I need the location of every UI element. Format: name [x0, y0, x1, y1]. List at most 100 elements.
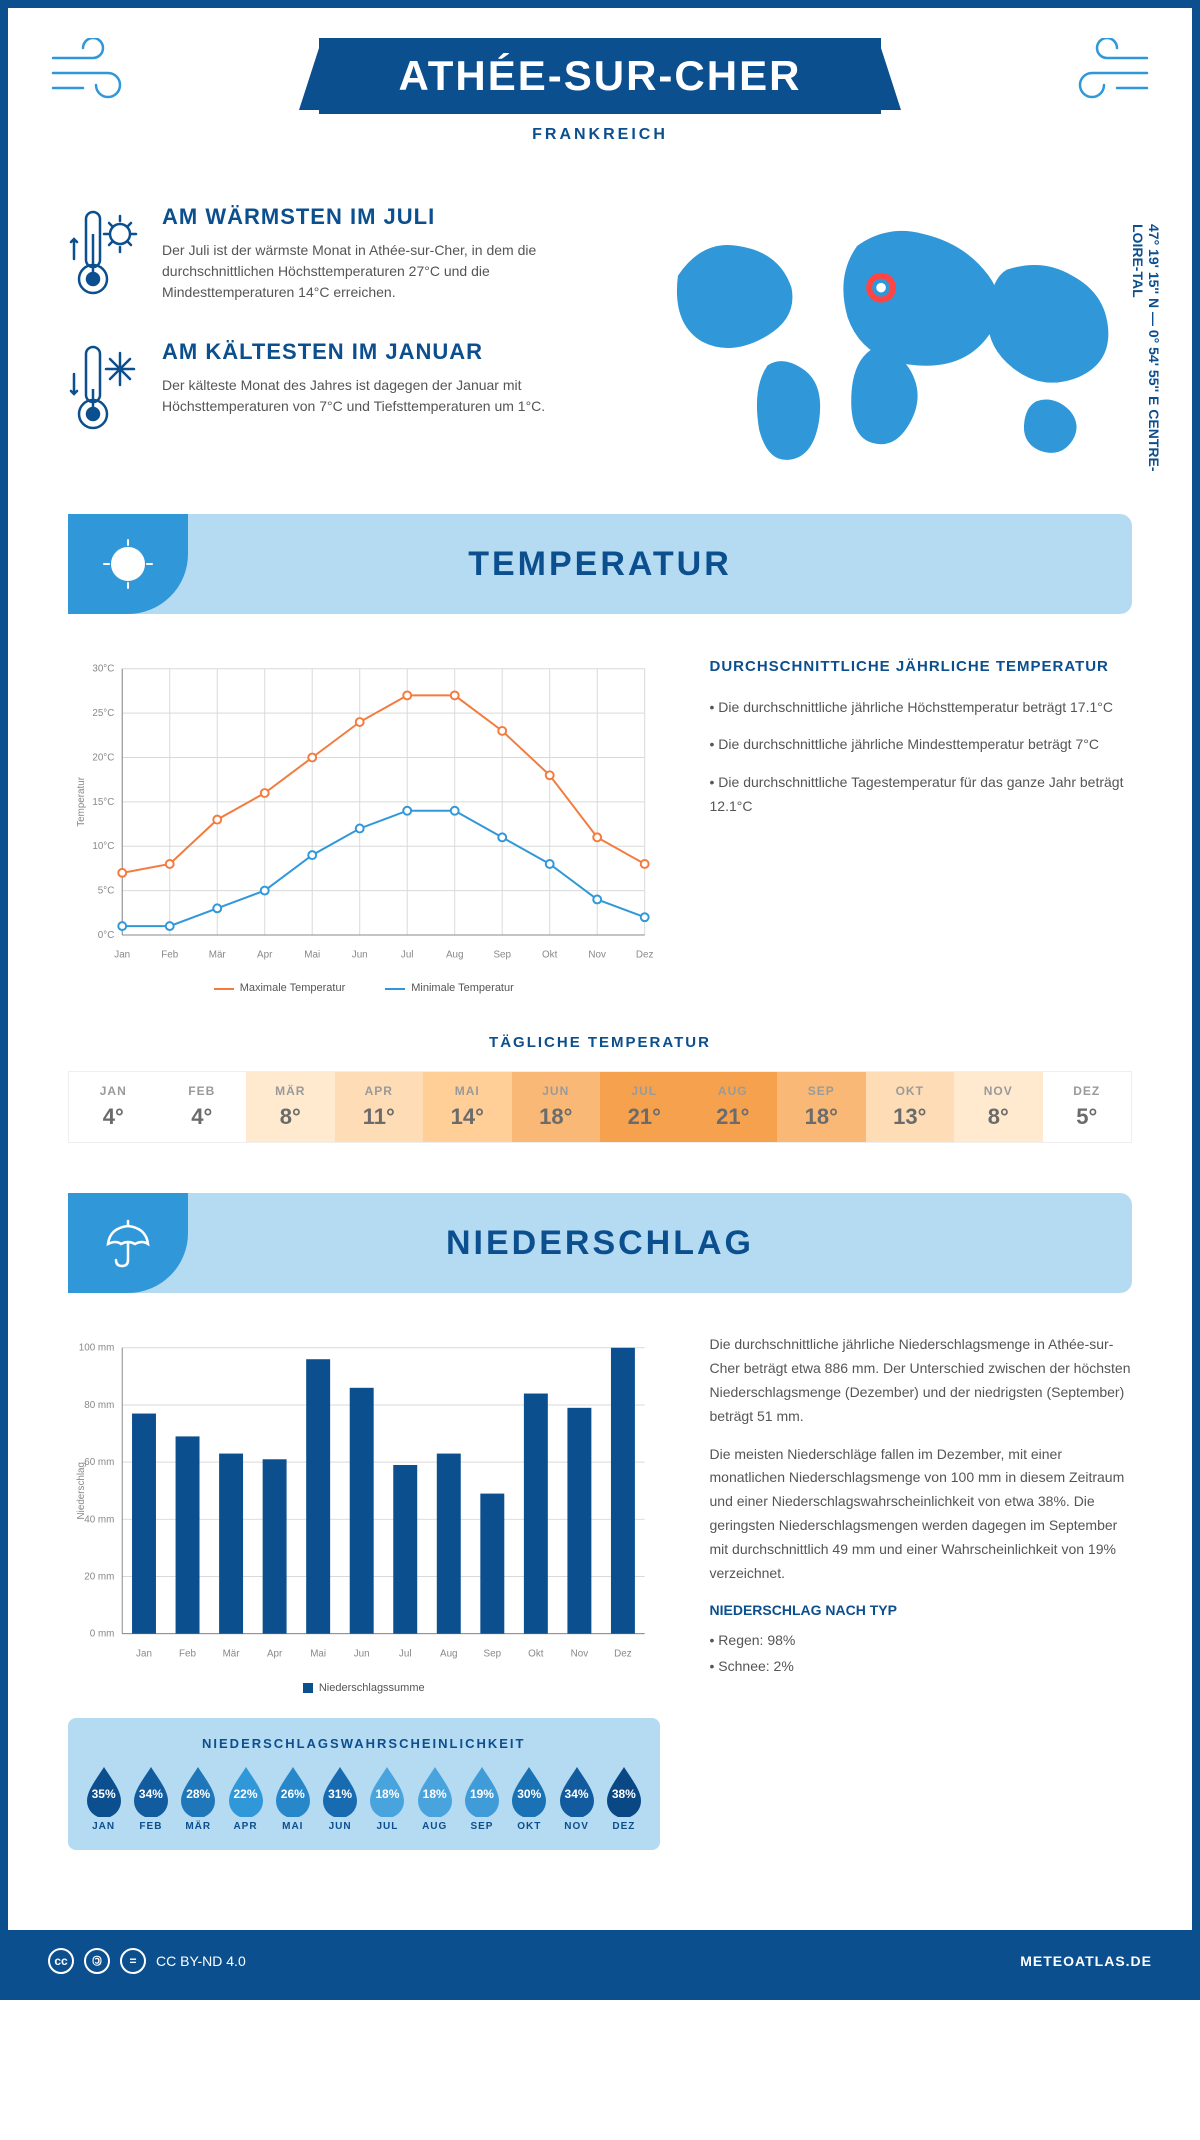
svg-text:Jan: Jan: [114, 950, 130, 961]
svg-text:Apr: Apr: [267, 1649, 283, 1660]
avg-temp-title: DURCHSCHNITTLICHE JÄHRLICHE TEMPERATUR: [710, 654, 1133, 680]
coldest-text: Der kälteste Monat des Jahres ist dagege…: [162, 375, 594, 417]
svg-text:Okt: Okt: [542, 950, 558, 961]
header: ATHÉE-SUR-CHER FRANKREICH: [8, 8, 1192, 164]
temperature-legend: Maximale Temperatur Minimale Temperatur: [68, 982, 660, 994]
svg-text:Feb: Feb: [161, 950, 178, 961]
svg-text:25°C: 25°C: [92, 708, 114, 719]
svg-text:30°C: 30°C: [92, 664, 114, 675]
precipitation-text: Die durchschnittliche jährliche Niedersc…: [710, 1333, 1133, 1849]
svg-text:Mär: Mär: [223, 1649, 241, 1660]
svg-text:0 mm: 0 mm: [90, 1629, 115, 1640]
svg-text:Jun: Jun: [352, 950, 368, 961]
svg-text:80 mm: 80 mm: [84, 1400, 114, 1411]
temperature-chart: 0°C5°C10°C15°C20°C25°C30°CJanFebMärAprMa…: [68, 654, 660, 994]
svg-text:10°C: 10°C: [92, 841, 114, 852]
coldest-title: AM KÄLTESTEN IM JANUAR: [162, 339, 594, 365]
wind-icon: [48, 38, 138, 113]
nd-icon: =: [120, 1948, 146, 1974]
warmest-title: AM WÄRMSTEN IM JULI: [162, 204, 594, 230]
license: cc 🄯 = CC BY-ND 4.0: [48, 1948, 246, 1974]
daily-cell: JAN 4°: [69, 1072, 158, 1142]
daily-cell: NOV 8°: [954, 1072, 1043, 1142]
svg-text:Sep: Sep: [493, 950, 511, 961]
svg-text:40 mm: 40 mm: [84, 1515, 114, 1526]
svg-text:100 mm: 100 mm: [79, 1343, 115, 1354]
precip-p1: Die durchschnittliche jährliche Niedersc…: [710, 1333, 1133, 1428]
world-map: 47° 19' 15'' N — 0° 54' 55'' E CENTRE-LO…: [654, 204, 1132, 474]
daily-cell: JUN 18°: [512, 1072, 601, 1142]
prob-item: 22% APR: [224, 1765, 267, 1832]
daily-cell: OKT 13°: [866, 1072, 955, 1142]
prob-item: 18% AUG: [413, 1765, 456, 1832]
wind-icon: [1062, 38, 1152, 113]
avg-temp-p1: • Die durchschnittliche jährliche Höchst…: [710, 696, 1133, 720]
prob-item: 34% FEB: [129, 1765, 172, 1832]
precip-rain: • Regen: 98%: [710, 1629, 1133, 1653]
site-label: METEOATLAS.DE: [1020, 1953, 1152, 1969]
by-icon: 🄯: [84, 1948, 110, 1974]
section-temperature-title: TEMPERATUR: [468, 545, 732, 584]
prob-item: 26% MAI: [271, 1765, 314, 1832]
svg-text:Mär: Mär: [209, 950, 227, 961]
prob-item: 38% DEZ: [602, 1765, 645, 1832]
page-subtitle: FRANKREICH: [8, 126, 1192, 144]
prob-item: 19% SEP: [460, 1765, 503, 1832]
precip-probability-box: NIEDERSCHLAGSWAHRSCHEINLICHKEIT 35% JAN …: [68, 1718, 660, 1850]
precip-type-title: NIEDERSCHLAG NACH TYP: [710, 1599, 1133, 1623]
legend-min: Minimale Temperatur: [411, 982, 514, 994]
svg-text:Temperatur: Temperatur: [76, 776, 87, 827]
page-title: ATHÉE-SUR-CHER: [319, 38, 882, 114]
svg-text:Apr: Apr: [257, 950, 273, 961]
prob-item: 35% JAN: [82, 1765, 125, 1832]
svg-text:15°C: 15°C: [92, 797, 114, 808]
svg-text:20°C: 20°C: [92, 752, 114, 763]
daily-cell: FEB 4°: [158, 1072, 247, 1142]
svg-text:Aug: Aug: [440, 1649, 458, 1660]
infographic: ATHÉE-SUR-CHER FRANKREICH AM WÄRMSTEN IM…: [0, 0, 1200, 2000]
cc-icon: cc: [48, 1948, 74, 1974]
thermometer-hot-icon: [68, 204, 138, 309]
prob-item: 30% OKT: [508, 1765, 551, 1832]
daily-cell: JUL 21°: [600, 1072, 689, 1142]
daily-cell: MAI 14°: [423, 1072, 512, 1142]
daily-cell: MÄR 8°: [246, 1072, 335, 1142]
svg-text:Dez: Dez: [614, 1649, 632, 1660]
svg-text:Jul: Jul: [401, 950, 414, 961]
svg-text:Nov: Nov: [588, 950, 606, 961]
svg-text:Mai: Mai: [304, 950, 320, 961]
svg-text:Sep: Sep: [484, 1649, 502, 1660]
svg-text:0°C: 0°C: [98, 930, 115, 941]
svg-text:Aug: Aug: [446, 950, 464, 961]
section-precip-title: NIEDERSCHLAG: [446, 1224, 754, 1263]
daily-cell: AUG 21°: [689, 1072, 778, 1142]
license-text: CC BY-ND 4.0: [156, 1953, 246, 1969]
prob-item: 31% JUN: [318, 1765, 361, 1832]
umbrella-icon: [68, 1193, 188, 1293]
precip-p2: Die meisten Niederschläge fallen im Deze…: [710, 1443, 1133, 1586]
svg-text:Jul: Jul: [399, 1649, 412, 1660]
intro-section: AM WÄRMSTEN IM JULI Der Juli ist der wär…: [68, 204, 1132, 474]
prob-item: 18% JUL: [366, 1765, 409, 1832]
daily-temp-table: JAN 4° FEB 4° MÄR 8° APR 11° MAI 14° JUN…: [68, 1071, 1132, 1143]
avg-temp-p3: • Die durchschnittliche Tagestemperatur …: [710, 771, 1133, 819]
svg-text:Okt: Okt: [528, 1649, 544, 1660]
svg-text:Nov: Nov: [571, 1649, 589, 1660]
prob-item: 34% NOV: [555, 1765, 598, 1832]
svg-text:Jan: Jan: [136, 1649, 152, 1660]
temperature-averages: DURCHSCHNITTLICHE JÄHRLICHE TEMPERATUR •…: [710, 654, 1133, 994]
svg-text:60 mm: 60 mm: [84, 1458, 114, 1469]
warmest-fact: AM WÄRMSTEN IM JULI Der Juli ist der wär…: [68, 204, 594, 309]
daily-cell: APR 11°: [335, 1072, 424, 1142]
daily-cell: DEZ 5°: [1043, 1072, 1132, 1142]
section-precip-banner: NIEDERSCHLAG: [68, 1193, 1132, 1293]
footer: cc 🄯 = CC BY-ND 4.0 METEOATLAS.DE: [8, 1930, 1192, 1992]
legend-max: Maximale Temperatur: [240, 982, 346, 994]
precipitation-chart: 0 mm20 mm40 mm60 mm80 mm100 mmJanFebMärA…: [68, 1333, 660, 1849]
prob-item: 28% MÄR: [177, 1765, 220, 1832]
svg-text:Jun: Jun: [354, 1649, 370, 1660]
coldest-fact: AM KÄLTESTEN IM JANUAR Der kälteste Mona…: [68, 339, 594, 444]
coordinates-label: 47° 19' 15'' N — 0° 54' 55'' E CENTRE-LO…: [1130, 224, 1162, 474]
svg-text:Feb: Feb: [179, 1649, 196, 1660]
daily-cell: SEP 18°: [777, 1072, 866, 1142]
